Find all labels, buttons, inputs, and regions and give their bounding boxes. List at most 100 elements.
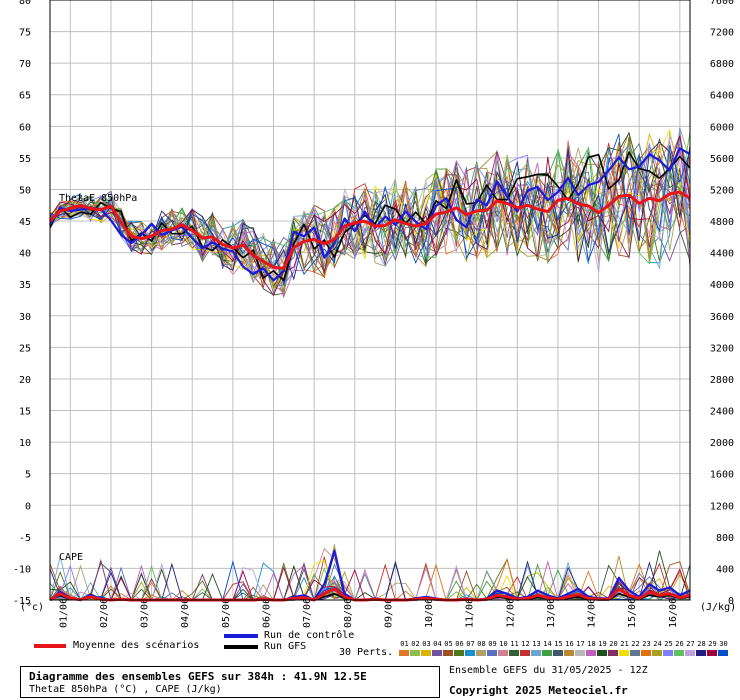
pert-color-swatch xyxy=(641,650,651,656)
mean-legend-swatch xyxy=(34,644,66,648)
pert-color-swatch xyxy=(685,650,695,656)
pert-number-label: 20 xyxy=(609,640,618,648)
pert-number-label: 30 xyxy=(719,640,728,648)
pert-color-swatch xyxy=(553,650,563,656)
y-right-tick-label: 400 xyxy=(716,564,734,575)
x-tick-label: 14/06 xyxy=(587,598,598,628)
pert-number-label: 08 xyxy=(477,640,486,648)
y-left-tick-label: 80 xyxy=(19,0,31,7)
pert-color-swatch xyxy=(410,650,420,656)
x-tick-label: 09/06 xyxy=(383,598,394,628)
y-right-tick-label: 2000 xyxy=(710,438,734,449)
x-tick-label: 04/06 xyxy=(180,598,191,628)
pert-number-label: 21 xyxy=(620,640,629,648)
pert-number-label: 09 xyxy=(488,640,497,648)
y-left-tick-label: 75 xyxy=(19,28,31,39)
pert-color-swatch xyxy=(454,650,464,656)
y-right-tick-label: 7600 xyxy=(710,0,734,7)
y-left-tick-label: 50 xyxy=(19,185,31,196)
control-legend-swatch xyxy=(224,634,258,638)
pert-number-label: 19 xyxy=(598,640,607,648)
gfs-legend-swatch xyxy=(224,645,258,649)
pert-color-swatch xyxy=(575,650,585,656)
pert-number-label: 26 xyxy=(675,640,684,648)
y-left-tick-label: 70 xyxy=(19,59,31,70)
gfs-legend-label: Run GFS xyxy=(264,641,307,652)
x-tick-label: 06/06 xyxy=(261,598,272,628)
pert-number-label: 29 xyxy=(708,640,717,648)
x-axis-ticks: 01/06 02/06 03/06 04/06 05/06 06/06 07/06 08/06… xyxy=(58,598,679,628)
y-right-tick-label: 6800 xyxy=(710,59,734,70)
pert-color-swatch xyxy=(696,650,706,656)
theta-mean-line xyxy=(48,190,691,270)
chart-subtitle: ThetaE 850hPa (°C) , CAPE (J/kg) xyxy=(29,684,222,695)
pert-number-label: 01 xyxy=(400,640,409,648)
y-left-tick-label: 60 xyxy=(19,122,31,133)
pert-number-label: 12 xyxy=(521,640,530,648)
perturbation-lines xyxy=(49,127,691,602)
y-right-tick-label: 4000 xyxy=(710,280,734,291)
y-left-tick-label: 20 xyxy=(19,375,31,386)
theta-series-label: ThetaE 850hPa xyxy=(59,193,137,204)
y-left-tick-label: 65 xyxy=(19,91,31,102)
pert-color-swatch xyxy=(421,650,431,656)
pert-color-swatch xyxy=(399,650,409,656)
y-left-tick-label: 25 xyxy=(19,343,31,354)
pert-color-swatch xyxy=(498,650,508,656)
pert-color-swatch xyxy=(707,650,717,656)
y-right-tick-label: 6000 xyxy=(710,122,734,133)
pert-number-label: 24 xyxy=(653,640,662,648)
pert-color-swatch xyxy=(443,650,453,656)
y-left-tick-label: 10 xyxy=(19,438,31,449)
pert-color-swatch xyxy=(608,650,618,656)
pert-number-label: 17 xyxy=(576,640,585,648)
y-left-tick-label: 5 xyxy=(25,470,31,481)
chart-info-box: Diagramme des ensembles GEFS sur 384h : … xyxy=(20,666,440,698)
pert-number-label: 27 xyxy=(686,640,695,648)
control-legend-label: Run de contrôle xyxy=(264,630,355,641)
theta-pert-line-13 xyxy=(49,161,691,276)
pert-number-label: 07 xyxy=(466,640,475,648)
y-right-tick-label: 4800 xyxy=(710,217,734,228)
y-right-tick-label: 3200 xyxy=(710,343,734,354)
y-right-tick-label: 800 xyxy=(716,533,734,544)
y-right-tick-label: 5200 xyxy=(710,185,734,196)
pert-color-swatch xyxy=(531,650,541,656)
pert-number-label: 05 xyxy=(444,640,453,648)
y-left-tick-label: 45 xyxy=(19,217,31,228)
cape-series-label: CAPE xyxy=(59,552,83,563)
pert-number-label: 25 xyxy=(664,640,673,648)
y-right-tick-label: 4400 xyxy=(710,249,734,260)
y-right-tick-label: 7200 xyxy=(710,28,734,39)
theta-pert-line-28 xyxy=(49,141,691,281)
right-unit-label: (J/kg) xyxy=(700,602,736,613)
y-right-tick-label: 6400 xyxy=(710,91,734,102)
y-right-tick-label: 0 xyxy=(728,596,734,607)
pert-color-swatch xyxy=(619,650,629,656)
y-left-tick-label: 0 xyxy=(25,501,31,512)
perturbations-label: 30 Perts. xyxy=(339,647,394,658)
y-right-tick-label: 2800 xyxy=(710,375,734,386)
pert-number-label: 02 xyxy=(411,640,420,648)
x-tick-label: 07/06 xyxy=(302,598,313,628)
x-tick-label: 12/06 xyxy=(505,598,516,628)
pert-number-label: 03 xyxy=(422,640,431,648)
x-tick-label: 13/06 xyxy=(546,598,557,628)
y-left-tick-label: -5 xyxy=(19,533,31,544)
pert-color-swatch xyxy=(520,650,530,656)
plot-frame xyxy=(49,0,691,601)
chart-title: Diagramme des ensembles GEFS sur 384h : … xyxy=(29,670,367,683)
pert-number-label: 18 xyxy=(587,640,596,648)
pert-color-swatch xyxy=(476,650,486,656)
pert-color-swatch xyxy=(718,650,728,656)
x-tick-label: 08/06 xyxy=(343,598,354,628)
pert-color-swatch xyxy=(564,650,574,656)
y-left-tick-label: 55 xyxy=(19,154,31,165)
pert-number-label: 16 xyxy=(565,640,574,648)
pert-color-swatch xyxy=(432,650,442,656)
theta-pert-line-12 xyxy=(49,142,691,289)
y-right-tick-label: 1200 xyxy=(710,501,734,512)
ensemble-run-label: Ensemble GEFS du 31/05/2025 - 12Z xyxy=(449,665,648,676)
